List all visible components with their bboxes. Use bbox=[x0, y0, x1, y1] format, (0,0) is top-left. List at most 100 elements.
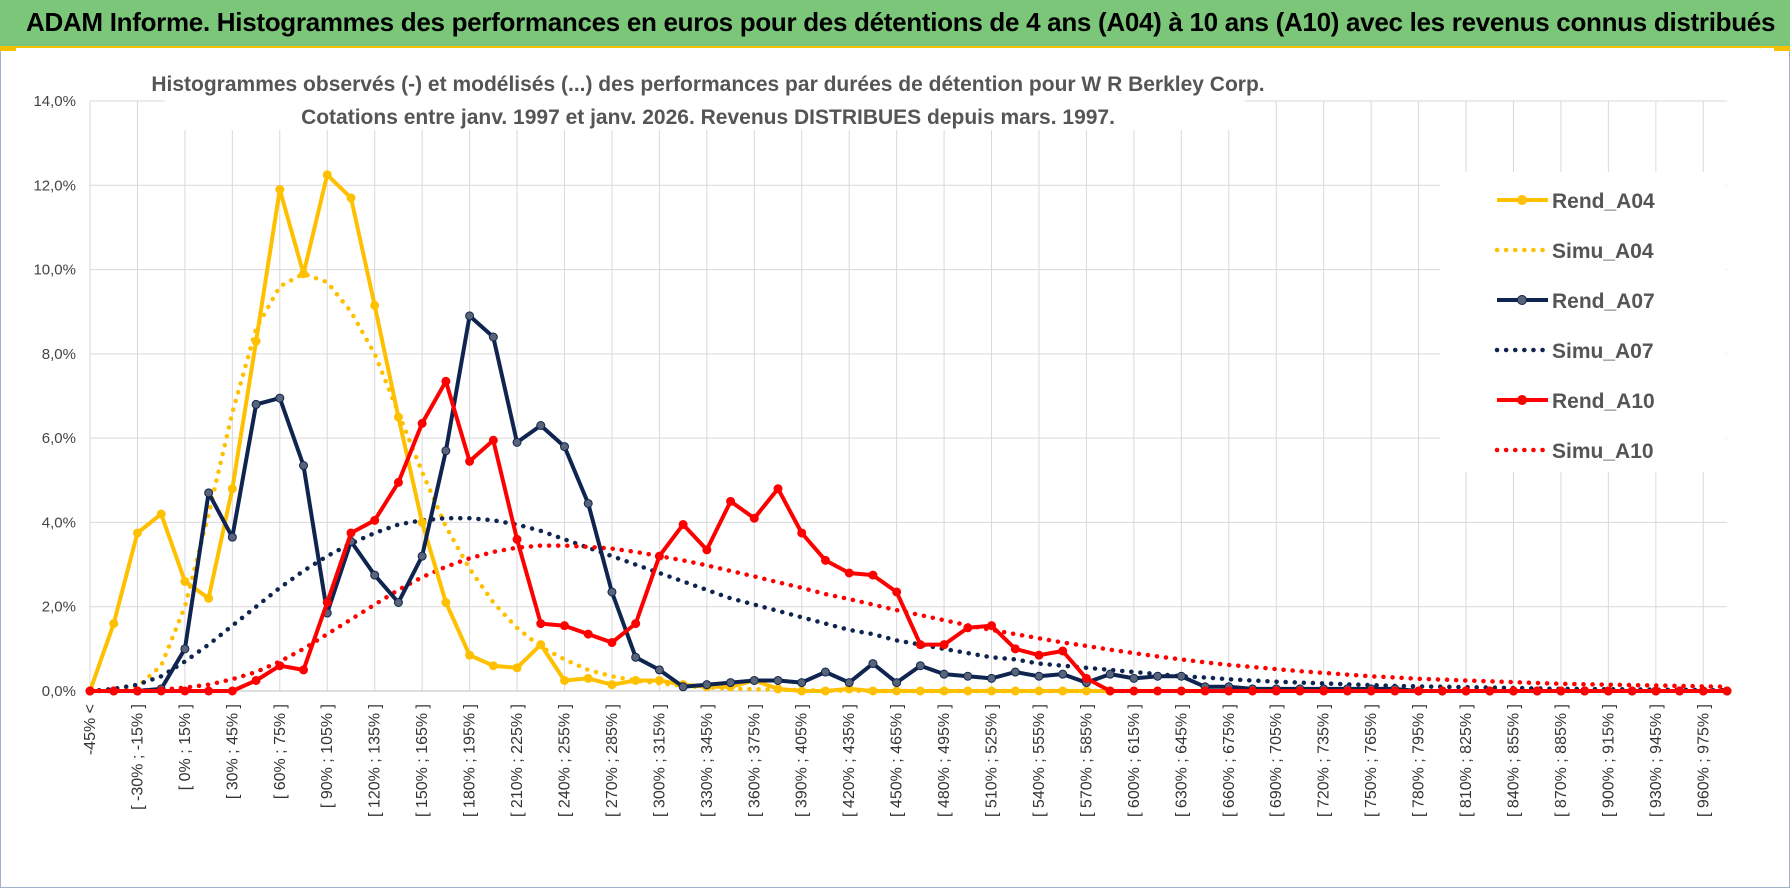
data-point-rend-a10 bbox=[204, 686, 214, 696]
header-banner: ADAM Informe. Histogrammes des performan… bbox=[0, 0, 1790, 48]
data-point-rend-a10 bbox=[631, 619, 641, 629]
data-point-rend-a04 bbox=[654, 675, 664, 685]
data-point-rend-a10 bbox=[1437, 686, 1447, 696]
data-point-rend-a07 bbox=[607, 587, 617, 597]
data-point-rend-a07 bbox=[868, 659, 878, 669]
data-point-rend-a10 bbox=[915, 640, 925, 650]
data-point-rend-a10 bbox=[702, 545, 712, 555]
title-background bbox=[165, 60, 1245, 130]
data-point-rend-a04 bbox=[987, 686, 997, 696]
data-point-rend-a10 bbox=[1081, 673, 1091, 683]
data-point-rend-a07 bbox=[1153, 671, 1163, 681]
corner-accent-left bbox=[0, 46, 16, 51]
x-tick-label: [ 780% ; 795% ] bbox=[1411, 704, 1428, 817]
x-tick-label: [ 600% ; 615% ] bbox=[1126, 704, 1143, 817]
data-point-rend-a07 bbox=[417, 551, 427, 561]
data-point-rend-a10 bbox=[132, 686, 142, 696]
data-point-rend-a04 bbox=[488, 661, 498, 671]
data-point-rend-a10 bbox=[1627, 686, 1637, 696]
data-point-rend-a04 bbox=[1010, 686, 1020, 696]
data-point-rend-a10 bbox=[1390, 686, 1400, 696]
data-point-rend-a07 bbox=[963, 671, 973, 681]
data-point-rend-a07 bbox=[1034, 671, 1044, 681]
x-tick-label: [ 180% ; 195% ] bbox=[462, 704, 479, 817]
data-point-rend-a10 bbox=[1271, 686, 1281, 696]
data-point-rend-a07 bbox=[702, 680, 712, 690]
data-point-rend-a10 bbox=[299, 665, 309, 675]
y-tick-label: 12,0% bbox=[33, 177, 76, 194]
data-point-rend-a10 bbox=[1010, 644, 1020, 654]
data-point-rend-a10 bbox=[583, 629, 593, 639]
series-line-rend-a10 bbox=[90, 379, 1727, 693]
data-point-rend-a07 bbox=[275, 393, 285, 403]
data-point-rend-a10 bbox=[749, 513, 759, 523]
data-point-rend-a10 bbox=[393, 477, 403, 487]
data-point-rend-a07 bbox=[820, 667, 830, 677]
data-point-rend-a10 bbox=[1129, 686, 1139, 696]
data-point-rend-a04 bbox=[607, 680, 617, 690]
data-point-rend-a10 bbox=[85, 686, 95, 696]
data-point-rend-a07 bbox=[1176, 671, 1186, 681]
data-point-rend-a04 bbox=[251, 336, 261, 346]
data-point-rend-a10 bbox=[322, 598, 332, 607]
data-point-rend-a10 bbox=[844, 568, 854, 578]
legend-label-rend-a10: Rend_A10 bbox=[1552, 390, 1655, 413]
data-point-rend-a10 bbox=[441, 376, 451, 386]
data-point-rend-a07 bbox=[1129, 673, 1139, 683]
legend-label-rend-a04: Rend_A04 bbox=[1552, 190, 1655, 213]
data-point-rend-a10 bbox=[797, 528, 807, 538]
data-point-rend-a10 bbox=[1651, 686, 1661, 696]
y-tick-label: 4,0% bbox=[42, 514, 76, 531]
chart-subtitle: Cotations entre janv. 1997 et janv. 2026… bbox=[301, 106, 1115, 129]
data-point-rend-a04 bbox=[559, 675, 569, 685]
data-point-rend-a10 bbox=[773, 484, 783, 494]
data-point-rend-a04 bbox=[892, 686, 902, 696]
y-axis: 0,0% 2,0% 4,0% 6,0% 8,0% 10,0% 12,0% 14,0% bbox=[33, 93, 76, 700]
y-tick-label: 0,0% bbox=[42, 683, 76, 700]
data-point-rend-a10 bbox=[1248, 686, 1258, 696]
data-point-rend-a04 bbox=[346, 193, 356, 203]
x-tick-label: [ 960% ; 975% ] bbox=[1695, 704, 1712, 817]
data-point-rend-a10 bbox=[726, 496, 736, 506]
data-point-rend-a04 bbox=[1058, 686, 1068, 696]
data-point-rend-a10 bbox=[1698, 686, 1708, 696]
x-tick-label: [ 540% ; 555% ] bbox=[1031, 704, 1048, 817]
data-point-rend-a10 bbox=[251, 675, 261, 685]
x-tick-label: [ 810% ; 825% ] bbox=[1458, 704, 1475, 817]
legend-marker-rend-a10 bbox=[1517, 395, 1527, 405]
data-point-rend-a04 bbox=[441, 598, 451, 607]
data-point-rend-a10 bbox=[987, 621, 997, 631]
data-point-rend-a07 bbox=[441, 446, 451, 456]
x-tick-label: [ 210% ; 225% ] bbox=[509, 704, 526, 817]
data-point-rend-a04 bbox=[370, 300, 380, 310]
data-point-rend-a07 bbox=[1058, 669, 1068, 679]
data-point-rend-a07 bbox=[370, 570, 380, 580]
data-point-rend-a07 bbox=[939, 669, 949, 679]
y-tick-label: 6,0% bbox=[42, 430, 76, 447]
data-point-rend-a07 bbox=[204, 488, 214, 498]
data-point-rend-a04 bbox=[536, 640, 546, 650]
x-tick-label: [ 150% ; 165% ] bbox=[414, 704, 431, 817]
x-tick-label: [ 420% ; 435% ] bbox=[841, 704, 858, 817]
legend-background bbox=[1440, 172, 1726, 472]
report-title: ADAM Informe. Histogrammes des performan… bbox=[26, 7, 1776, 37]
x-tick-label: [ 90% ; 105% ] bbox=[319, 704, 336, 808]
data-point-rend-a04 bbox=[797, 686, 807, 696]
y-tick-label: 14,0% bbox=[33, 93, 76, 110]
data-point-rend-a07 bbox=[678, 682, 688, 692]
data-point-rend-a04 bbox=[583, 673, 593, 683]
data-point-rend-a10 bbox=[1532, 686, 1542, 696]
data-point-rend-a10 bbox=[180, 686, 190, 696]
series-line-simu-a04 bbox=[87, 271, 1730, 694]
data-point-rend-a04 bbox=[1034, 686, 1044, 696]
x-tick-label: [ 360% ; 375% ] bbox=[746, 704, 763, 817]
y-tick-label: 8,0% bbox=[42, 346, 76, 363]
data-point-rend-a07 bbox=[299, 461, 309, 471]
x-tick-label: [ 390% ; 405% ] bbox=[794, 704, 811, 817]
data-point-rend-a07 bbox=[180, 644, 190, 654]
x-tick-label: [ 690% ; 705% ] bbox=[1268, 704, 1285, 817]
data-point-rend-a10 bbox=[1603, 686, 1613, 696]
data-point-rend-a04 bbox=[299, 269, 309, 279]
data-point-rend-a07 bbox=[559, 442, 569, 452]
data-point-rend-a10 bbox=[820, 555, 830, 565]
